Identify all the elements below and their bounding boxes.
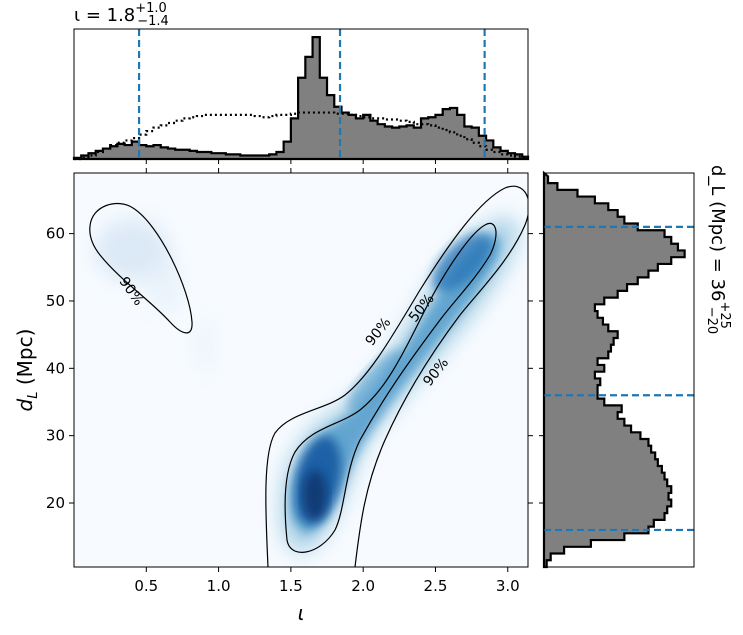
top-marginal-panel xyxy=(72,28,530,164)
y-tick-label: 60 xyxy=(46,225,65,243)
top-hist-filled xyxy=(72,36,530,161)
contour-90-main xyxy=(265,185,528,567)
x-tick-label: 2.5 xyxy=(424,577,448,595)
x-axis-label: ι xyxy=(298,601,305,625)
top-hist-dotted xyxy=(74,111,528,161)
density-peak-upper xyxy=(432,232,492,292)
right-marginal-title: d_L (Mpc) = 36+25−20 xyxy=(704,165,732,334)
top-marginal-title: ι = 1.8+1.0 −1.4 xyxy=(74,1,169,29)
density-bridge xyxy=(191,315,219,375)
right-title-main: d_L (Mpc) = 36 xyxy=(707,165,728,302)
right-marginal-frame xyxy=(543,172,695,568)
x-tick-label: 1.5 xyxy=(279,577,303,595)
y-label-sub: L xyxy=(26,391,41,398)
contour-50-main xyxy=(284,222,497,553)
contour-90-upper-left xyxy=(89,202,193,334)
joint-frame xyxy=(73,172,529,568)
joint-density-panel: 90%90%50%90% 0.5 1.0 1.5 2.0 2.5 3.0203040506… xyxy=(46,168,533,595)
right-title-sup: +25 xyxy=(717,302,732,329)
y-axis-label: dL (Mpc) xyxy=(13,329,41,412)
right-marginal-panel xyxy=(539,170,695,569)
x-tick-label: 2.0 xyxy=(351,577,375,595)
x-tick-label: 3.0 xyxy=(496,577,520,595)
right-title-sub: −20 xyxy=(704,307,719,334)
y-label-d: d xyxy=(13,398,37,411)
right-hist-filled xyxy=(542,170,686,569)
y-tick-label: 20 xyxy=(46,494,65,512)
x-tick-label: 0.5 xyxy=(134,577,158,595)
y-label-unit: (Mpc) xyxy=(13,329,37,392)
density-blob-upper-left-tail xyxy=(145,255,185,315)
contours xyxy=(89,185,528,567)
joint-ticks: 0.5 1.0 1.5 2.0 2.5 3.0 20 30 40 50 60 xyxy=(46,168,533,595)
top-title-sup: +1.0 xyxy=(135,1,167,16)
y-tick-label: 50 xyxy=(46,292,65,310)
heatmap-density xyxy=(94,217,520,555)
density-band-mid xyxy=(290,236,501,536)
y-tick-label: 40 xyxy=(46,359,65,377)
density-band-center xyxy=(346,349,404,411)
top-title-main: ι = 1.8 xyxy=(74,5,135,26)
x-tick-label: 1.0 xyxy=(207,577,231,595)
density-peak-lower-core xyxy=(303,470,327,520)
y-tick-label: 30 xyxy=(46,427,65,445)
top-title-sub: −1.4 xyxy=(137,14,169,29)
top-marginal-frame xyxy=(73,28,529,160)
